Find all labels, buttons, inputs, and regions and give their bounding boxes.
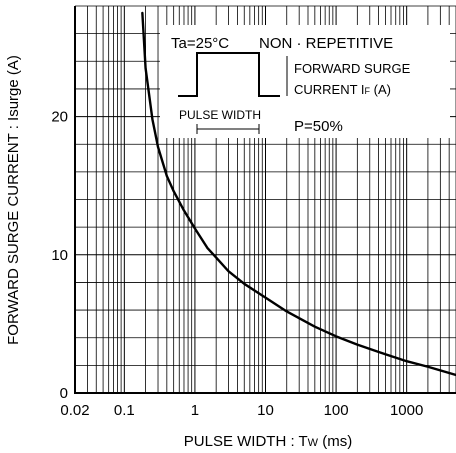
y-axis-label: FORWARD SURGE CURRENT : Isurge (A): [5, 55, 22, 345]
y-tick-label: 10: [51, 247, 68, 264]
surge-current-curve: [141, 11, 456, 377]
x-axis-label: PULSE WIDTH : TW (ms): [184, 433, 352, 450]
x-tick-labels: 0.02 0.1 1 10 100 1000: [60, 402, 423, 419]
condition-label: Ta=25°C: [171, 35, 229, 52]
x-axis-label-sub: W: [308, 437, 319, 449]
current-label-line2: CURRENT IF (A): [294, 82, 391, 97]
x-tick-label: 1000: [390, 402, 423, 419]
duty-label: P=50%: [294, 118, 343, 135]
pulse-diagram: [178, 52, 280, 97]
current-label-unit: (A): [370, 82, 391, 97]
x-axis-label-unit: (ms): [318, 433, 352, 450]
x-tick-label: 1: [191, 402, 199, 419]
current-label-sub: F: [365, 86, 371, 96]
x-tick-label: 100: [324, 402, 349, 419]
x-axis-label-main: PULSE WIDTH : T: [184, 433, 308, 450]
x-tick-label: 0.02: [60, 402, 89, 419]
pulse-width-label: PULSE WIDTH: [179, 108, 261, 122]
annotation-box: [160, 25, 450, 138]
plot-frame: [74, 6, 456, 394]
y-tick-labels: 0 10 20: [51, 109, 68, 402]
current-label-line1: FORWARD SURGE: [294, 61, 411, 76]
x-tick-label: 0.1: [114, 402, 135, 419]
pulse-width-marker: [196, 124, 260, 134]
y-tick-label: 20: [51, 109, 68, 126]
pulse-waveform: [178, 52, 280, 97]
x-tick-label: 10: [257, 402, 274, 419]
mode-label: NON · REPETITIVE: [259, 35, 393, 52]
y-tick-label: 0: [60, 385, 68, 402]
current-label-main: CURRENT I: [294, 82, 365, 97]
